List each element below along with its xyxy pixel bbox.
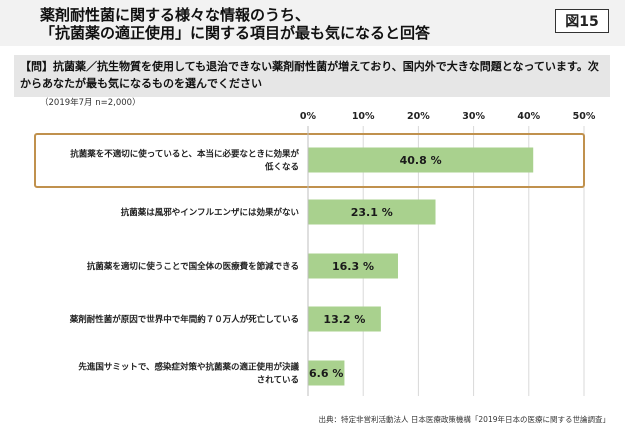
category-label: されている [257, 376, 299, 386]
data-label: 16.3 % [332, 260, 374, 273]
category-label: 低くなる [264, 162, 299, 173]
bar [308, 306, 381, 332]
data-label: 23.1 % [351, 206, 393, 219]
x-tick-label: 20% [407, 111, 430, 122]
bar [308, 360, 345, 386]
data-label: 40.8 % [400, 154, 442, 167]
title-banner: 薬剤耐性菌に関する様々な情報のうち、 「抗菌薬の適正使用」に関する項目が最も気に… [0, 0, 625, 46]
page-title: 薬剤耐性菌に関する様々な情報のうち、 「抗菌薬の適正使用」に関する項目が最も気に… [40, 6, 431, 42]
category-label: 薬剤耐性菌が原因で世界中で年間約７０万人が死亡している [69, 314, 299, 325]
figure-badge: 図15 [555, 9, 609, 33]
x-tick-label: 50% [573, 111, 596, 122]
x-tick-label: 0% [300, 111, 317, 122]
category-label: 先進国サミットで、感染症対策や抗菌薬の適正使用が決議 [78, 362, 299, 373]
survey-note: （2019年7月 n=2,000） [40, 98, 141, 108]
highlight-box [34, 133, 585, 188]
question-text: 【問】抗菌薬／抗生物質を使用しても退治できない薬剤耐性菌が増えており、国内外で大… [20, 60, 599, 90]
data-label: 13.2 % [323, 313, 365, 326]
x-tick-label: 40% [517, 111, 540, 122]
bar [308, 253, 398, 279]
data-label: 6.6 % [309, 367, 343, 380]
x-tick-label: 30% [462, 111, 485, 122]
x-tick-label: 10% [352, 111, 375, 122]
category-label: 抗菌薬は風邪やインフルエンザには効果がない [121, 207, 299, 218]
question-box: 【問】抗菌薬／抗生物質を使用しても退治できない薬剤耐性菌が増えており、国内外で大… [14, 55, 610, 97]
source-note: 出典：特定非営利活動法人 日本医療政策機構「2019年日本の医療に関する世論調査… [318, 415, 610, 424]
category-label: 抗菌薬を適切に使うことで国全体の医療費を節減できる [87, 261, 299, 272]
bar [308, 147, 534, 173]
category-label: 抗菌薬を不適切に使っていると、本当に必要なときに効果が [70, 149, 299, 160]
bar [308, 199, 436, 225]
